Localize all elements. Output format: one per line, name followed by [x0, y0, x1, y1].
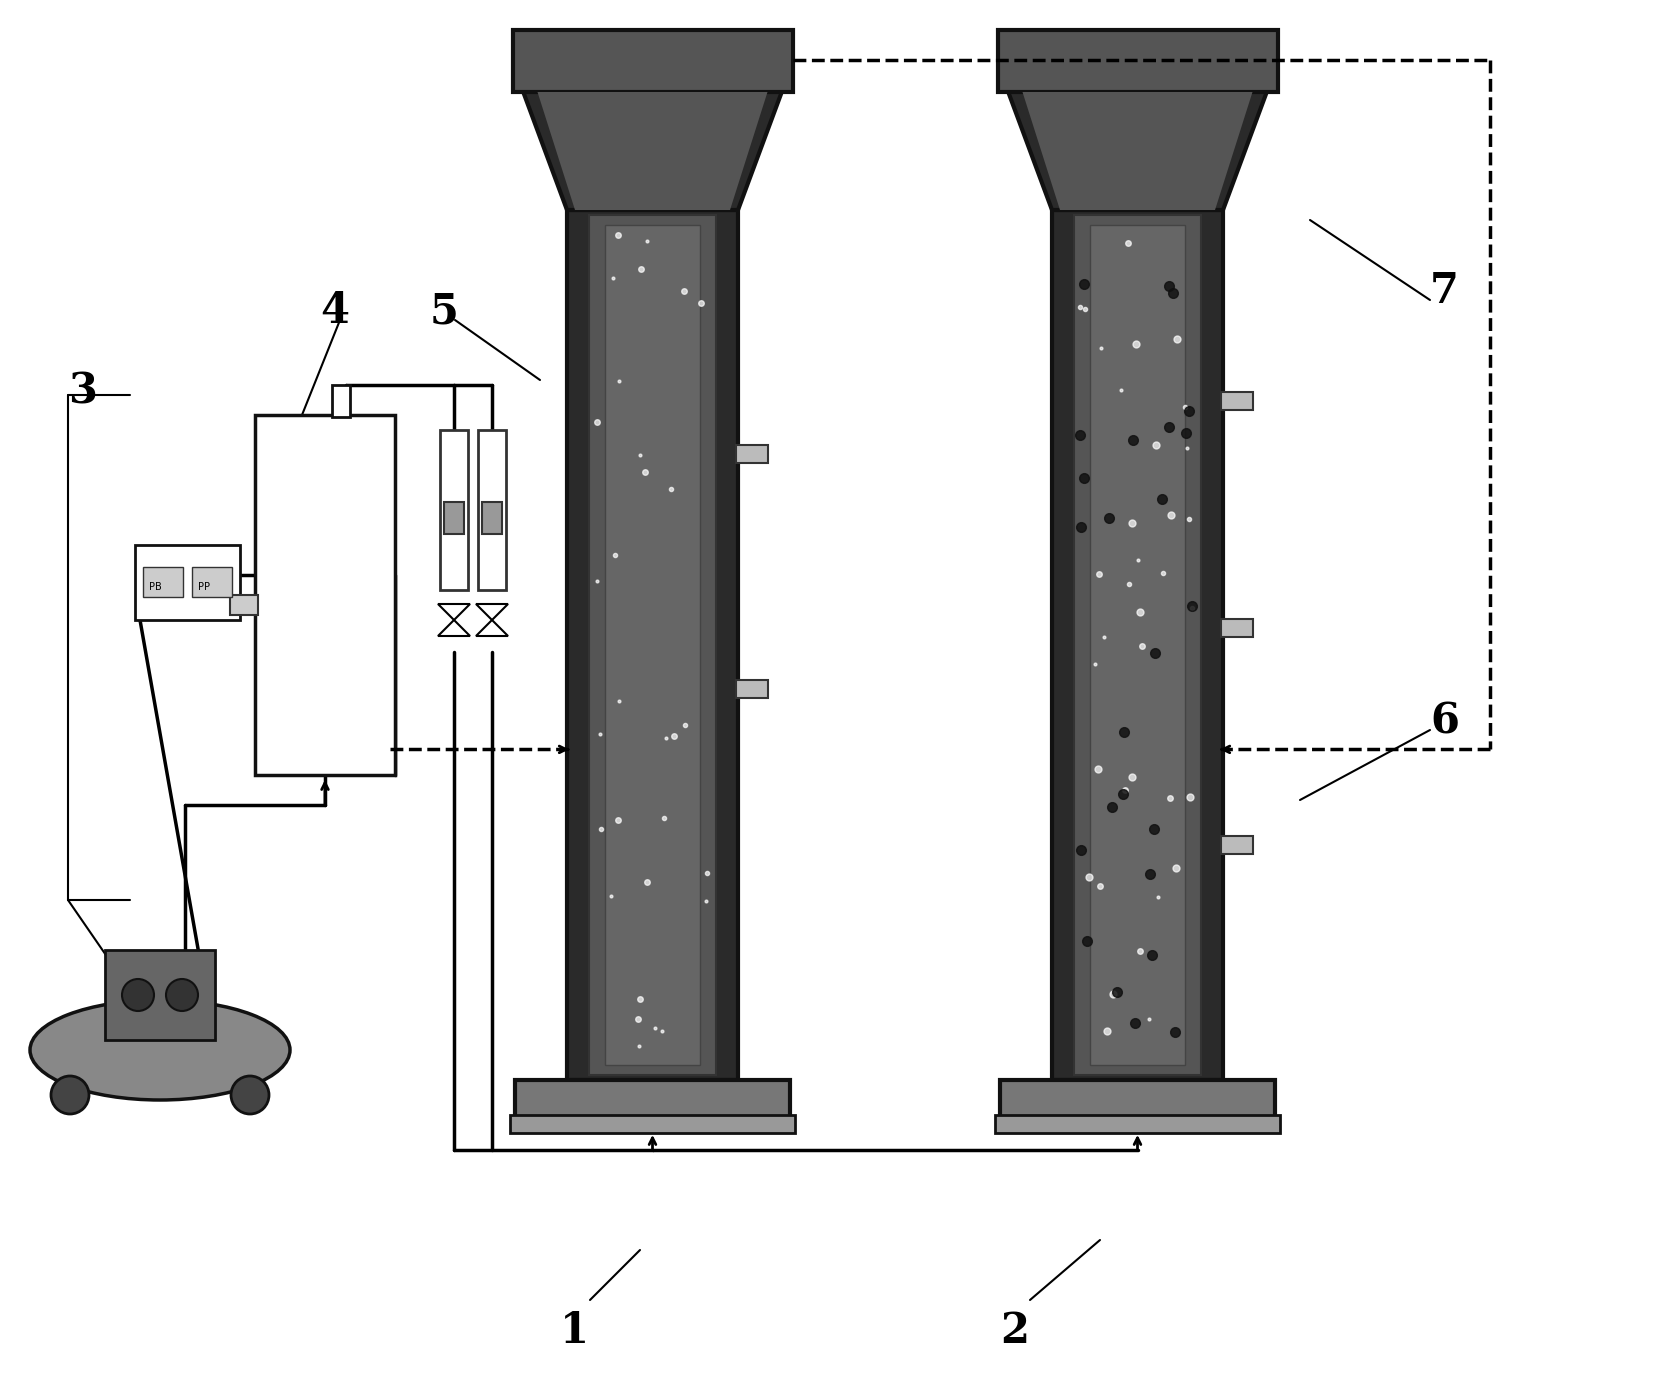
Bar [333, 386, 349, 418]
Bar [1221, 837, 1253, 855]
Bar [1052, 210, 1223, 1080]
Polygon shape [522, 90, 783, 210]
Bar [482, 503, 502, 535]
Polygon shape [1023, 92, 1253, 210]
Text: PP: PP [198, 582, 210, 592]
Polygon shape [475, 604, 507, 619]
Bar [134, 546, 240, 619]
Bar [104, 949, 215, 1040]
Ellipse shape [30, 999, 291, 1100]
Ellipse shape [123, 979, 155, 1011]
Bar [605, 226, 701, 1065]
Bar [230, 594, 259, 615]
Polygon shape [1008, 90, 1267, 210]
Bar [192, 567, 232, 597]
Text: PB: PB [150, 582, 161, 592]
Bar [255, 415, 395, 775]
Bar [1074, 214, 1201, 1075]
Bar [516, 1080, 790, 1130]
Text: 3: 3 [67, 370, 97, 412]
Bar [143, 567, 183, 597]
Ellipse shape [232, 1076, 269, 1114]
Bar [590, 214, 716, 1075]
Bar [736, 444, 768, 462]
Polygon shape [438, 619, 470, 636]
Polygon shape [475, 619, 507, 636]
Text: 4: 4 [319, 290, 349, 333]
Ellipse shape [166, 979, 198, 1011]
Bar [1000, 1080, 1275, 1130]
Text: 2: 2 [1000, 1310, 1028, 1352]
Text: 5: 5 [430, 290, 459, 333]
Bar [479, 430, 506, 590]
Text: 1: 1 [559, 1310, 590, 1352]
Polygon shape [438, 604, 470, 619]
Text: 7: 7 [1430, 270, 1458, 312]
Bar [440, 430, 469, 590]
Bar [444, 503, 464, 535]
Bar [512, 31, 793, 92]
Bar [736, 679, 768, 697]
Bar [998, 31, 1277, 92]
Polygon shape [538, 92, 768, 210]
Text: 6: 6 [1430, 700, 1458, 742]
Bar [1221, 393, 1253, 411]
Bar [1090, 226, 1184, 1065]
Bar [568, 210, 738, 1080]
Bar [1221, 618, 1253, 636]
Bar [511, 1115, 795, 1133]
Ellipse shape [50, 1076, 89, 1114]
Bar [995, 1115, 1280, 1133]
